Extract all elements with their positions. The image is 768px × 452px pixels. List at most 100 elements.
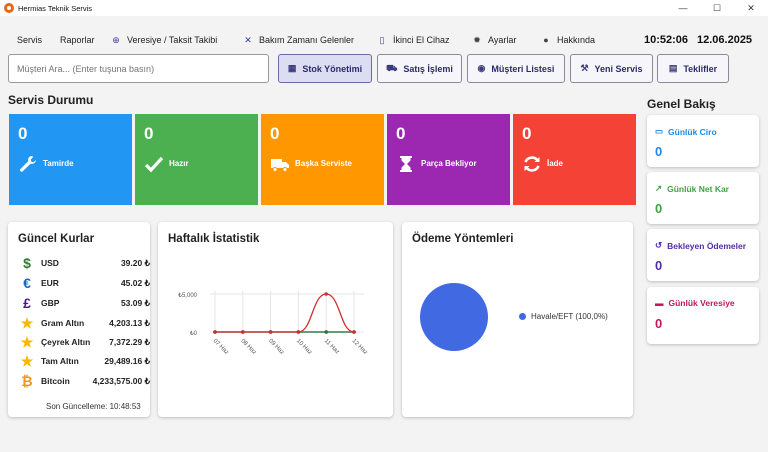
- status-tile-return[interactable]: 0 İade: [513, 114, 636, 205]
- menu-second-hand[interactable]: ▯ İkinci El Cihaz: [377, 35, 450, 46]
- customer-search-input[interactable]: [8, 54, 269, 83]
- menu-second-hand-label: İkinci El Cihaz: [393, 35, 450, 45]
- tile-label: Parça Bekliyor: [421, 159, 477, 168]
- rate-name: Tam Altın: [41, 356, 79, 366]
- x-tick-label: 11 Haz: [323, 338, 340, 355]
- tile-label: Tamirde: [43, 159, 74, 168]
- offers-label: Teklifler: [683, 63, 718, 74]
- rate-name: Gram Altın: [41, 318, 85, 328]
- menu-settings[interactable]: ✹ Ayarlar: [472, 35, 516, 46]
- service-status-title: Servis Durumu: [8, 93, 94, 107]
- menu-reports-label: Raporlar: [60, 35, 95, 45]
- pie-slice: [420, 283, 488, 351]
- rate-name: GBP: [41, 298, 60, 308]
- overview-card-label: Günlük Net Kar: [667, 183, 729, 194]
- clock-date: 12.06.2025: [697, 34, 753, 46]
- minimize-button[interactable]: —: [678, 3, 688, 13]
- tile-label: Başka Serviste: [295, 159, 352, 168]
- rate-row: $ USD 39.20 ₺: [18, 254, 150, 272]
- euro-icon: €: [23, 275, 31, 291]
- cash-icon: ▭: [655, 126, 664, 136]
- x-tick-label: 09 Haz: [267, 338, 285, 356]
- overview-card: ▭ Günlük Ciro 0: [647, 115, 759, 167]
- hourglass-icon: [400, 156, 412, 172]
- data-point: [241, 330, 245, 334]
- overview-card-header: ↺ Bekleyen Ödemeler: [655, 240, 746, 251]
- exchange-rates-card: Güncel Kurlar $ USD 39.20 ₺ € EUR 45.02 ₺ £ GBP…: [8, 222, 150, 417]
- menu-maintenance[interactable]: ✕ Bakım Zamanı Gelenler: [243, 35, 354, 46]
- app-logo-icon: [4, 3, 14, 13]
- rate-name: Çeyrek Altın: [41, 337, 91, 347]
- overview-card-value: 0: [655, 144, 663, 159]
- cart-icon: ⛟: [386, 62, 398, 73]
- weekly-stats-card: Haftalık İstatistik ₺5,000 ₺0 07 Haz 08 Haz…: [158, 222, 393, 417]
- tile-count: 0: [522, 124, 532, 143]
- data-point: [324, 330, 328, 334]
- tile-label: Hazır: [169, 159, 189, 168]
- stock-management-label: Stok Yönetimi: [302, 63, 363, 74]
- close-button[interactable]: ✕: [747, 2, 755, 13]
- overview-card-header: ↗ Günlük Net Kar: [655, 183, 729, 194]
- menu-credit-label: Veresiye / Taksit Takibi: [127, 35, 218, 45]
- rate-name: Bitcoin: [41, 376, 70, 386]
- bitcoin-icon: ₿: [21, 373, 33, 389]
- sales-label: Satış İşlemi: [403, 63, 453, 74]
- rate-row: ★ Gram Altın 4,203.13 ₺: [18, 314, 150, 332]
- menu-about[interactable]: ● Hakkında: [541, 35, 595, 45]
- info-icon: ●: [543, 35, 549, 45]
- sales-button[interactable]: ⛟ Satış İşlemi: [377, 54, 462, 83]
- tile-count: 0: [270, 124, 280, 143]
- money-icon: ⊕: [112, 34, 120, 45]
- customer-list-button[interactable]: ◉ Müşteri Listesi: [467, 54, 565, 83]
- weekly-title: Haftalık İstatistik: [168, 233, 260, 245]
- data-point: [352, 330, 356, 334]
- x-tick-label: 10 Haz: [295, 338, 313, 356]
- menu-about-label: Hakkında: [557, 35, 596, 45]
- check-icon: [144, 156, 164, 173]
- pound-icon: £: [23, 295, 31, 311]
- boxes-icon: ▦: [287, 63, 297, 73]
- overview-card-value: 0: [655, 258, 663, 273]
- overview-card: ↗ Günlük Net Kar 0: [647, 172, 759, 224]
- overview-card-label: Günlük Ciro: [668, 126, 717, 137]
- stock-management-button[interactable]: ▦ Stok Yönetimi: [278, 54, 372, 83]
- series-line: [215, 293, 355, 333]
- rate-value: 39.20 ₺: [120, 257, 150, 268]
- window-title: Hermias Teknik Servis: [18, 3, 93, 13]
- star-icon: ★: [20, 314, 34, 331]
- x-tick-label: 12 Haz: [351, 338, 369, 356]
- weekly-line-chart: ₺5,000 ₺0 07 Haz 08 Haz 09 Haz 10 Haz 11 Haz 12…: [178, 291, 369, 356]
- x-tick-label: 08 Haz: [239, 338, 257, 356]
- pie-legend-item: Havale/EFT (100,0%): [519, 312, 608, 321]
- menu-maintenance-label: Bakım Zamanı Gelenler: [259, 35, 355, 45]
- data-point: [296, 330, 301, 334]
- new-service-button[interactable]: ⚒ Yeni Servis: [570, 54, 653, 83]
- menu-reports[interactable]: Raporlar: [60, 35, 95, 45]
- menu-service[interactable]: Servis: [17, 35, 42, 45]
- document-icon: ▤: [668, 63, 678, 73]
- rates-title: Güncel Kurlar: [18, 233, 95, 245]
- overview-title: Genel Bakış: [647, 97, 716, 111]
- rate-row: ★ Tam Altın 29,489.16 ₺: [18, 352, 150, 370]
- wrench-icon: ⚒: [580, 63, 589, 73]
- rate-row: € EUR 45.02 ₺: [18, 274, 150, 292]
- tile-count: 0: [396, 124, 406, 143]
- maximize-button[interactable]: ☐: [712, 2, 722, 13]
- payment-pie-chart: [420, 283, 488, 351]
- status-tile-repair[interactable]: 0 Tamirde: [9, 114, 132, 205]
- status-tile-ready[interactable]: 0 Hazır: [135, 114, 258, 205]
- last-update-text: Son Güncelleme: 10:48:53: [46, 402, 141, 411]
- clock-time: 10:52:06: [644, 34, 689, 46]
- offers-button[interactable]: ▤ Teklifler: [657, 54, 729, 83]
- truck-icon: [271, 159, 289, 172]
- status-tile-other-service[interactable]: 0 Başka Serviste: [261, 114, 384, 205]
- data-point: [324, 292, 328, 296]
- legend-label: Havale/EFT (100,0%): [531, 312, 608, 321]
- rate-row: £ GBP 53.09 ₺: [18, 294, 150, 312]
- menu-credit[interactable]: ⊕ Veresiye / Taksit Takibi: [111, 35, 217, 46]
- rate-row: ₿ Bitcoin 4,233,575.00 ₺: [18, 372, 150, 390]
- status-tile-waiting-part[interactable]: 0 Parça Bekliyor: [387, 114, 510, 205]
- chart-up-icon: ↗: [655, 183, 663, 193]
- overview-card-value: 0: [655, 201, 663, 216]
- legend-color-dot: [519, 313, 526, 320]
